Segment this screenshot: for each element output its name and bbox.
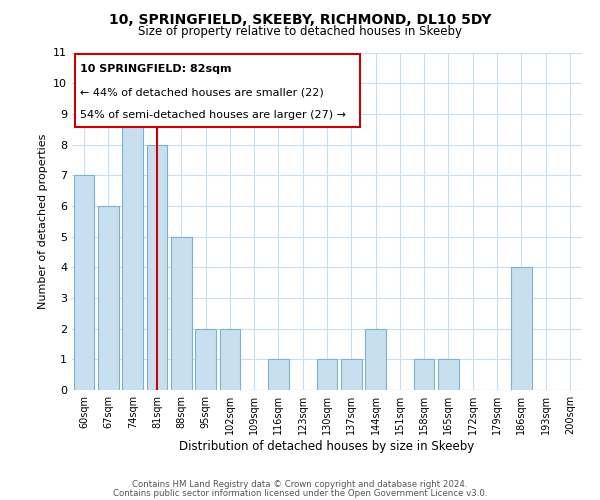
Y-axis label: Number of detached properties: Number of detached properties (38, 134, 47, 309)
Bar (511, 268, 532, 390)
Bar (341, 360, 362, 390)
Text: Contains HM Land Registry data © Crown copyright and database right 2024.: Contains HM Land Registry data © Crown c… (132, 480, 468, 489)
Bar (146, 144, 167, 390)
Text: ← 44% of detached houses are smaller (22): ← 44% of detached houses are smaller (22… (80, 88, 323, 98)
Text: Contains public sector information licensed under the Open Government Licence v3: Contains public sector information licen… (113, 488, 487, 498)
Bar (317, 360, 337, 390)
Bar (74, 175, 94, 390)
X-axis label: Distribution of detached houses by size in Skeeby: Distribution of detached houses by size … (179, 440, 475, 453)
Bar (438, 360, 459, 390)
Text: 10 SPRINGFIELD: 82sqm: 10 SPRINGFIELD: 82sqm (80, 64, 231, 74)
Text: 54% of semi-detached houses are larger (27) →: 54% of semi-detached houses are larger (… (80, 110, 346, 120)
Bar (268, 360, 289, 390)
Text: Size of property relative to detached houses in Skeeby: Size of property relative to detached ho… (138, 25, 462, 38)
Bar (195, 328, 216, 390)
Text: 10, SPRINGFIELD, SKEEBY, RICHMOND, DL10 5DY: 10, SPRINGFIELD, SKEEBY, RICHMOND, DL10 … (109, 12, 491, 26)
Bar (122, 114, 143, 390)
FancyBboxPatch shape (74, 54, 360, 127)
Bar (220, 328, 240, 390)
Bar (171, 236, 191, 390)
Bar (365, 328, 386, 390)
Bar (414, 360, 434, 390)
Bar (98, 206, 119, 390)
